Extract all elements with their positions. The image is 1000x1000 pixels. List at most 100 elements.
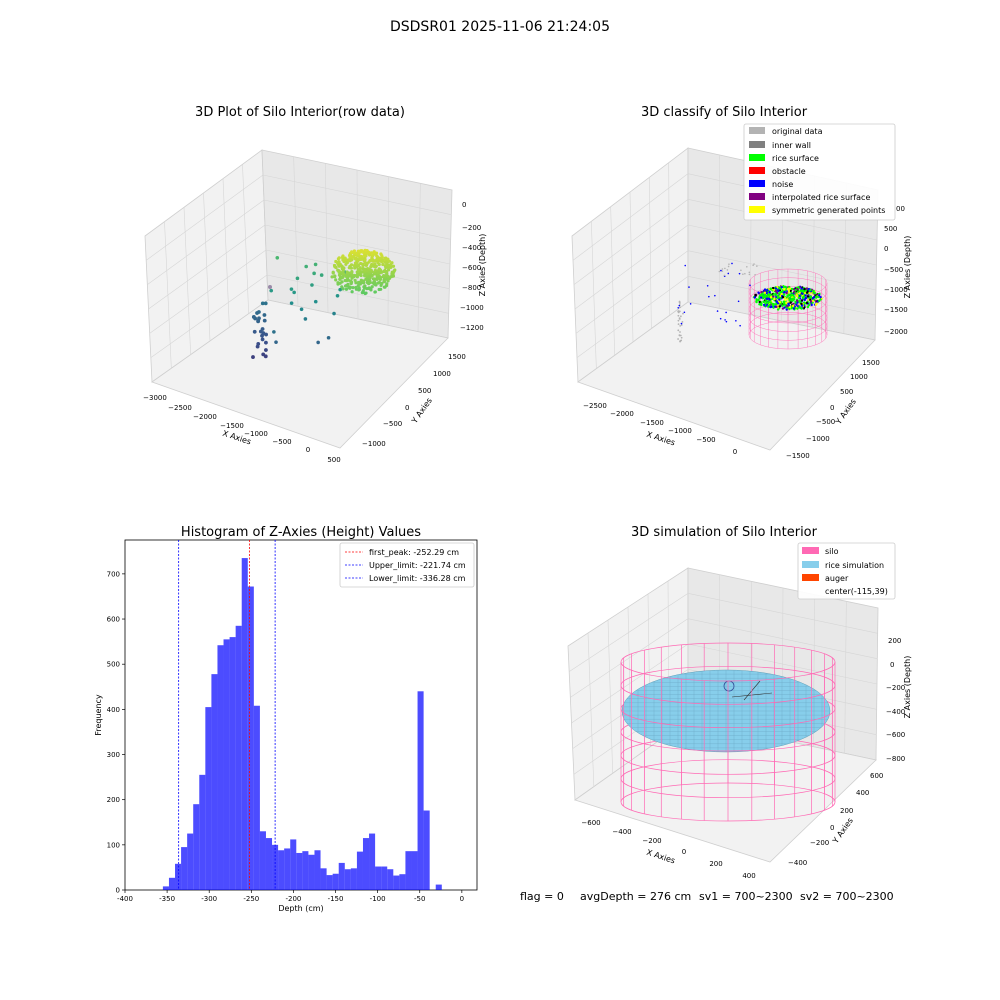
surface-point bbox=[773, 297, 776, 301]
raw-y-label: Y Axies bbox=[409, 396, 434, 426]
cls-y-tick: 1500 bbox=[862, 359, 880, 367]
surface-point bbox=[761, 294, 764, 298]
data-point bbox=[292, 290, 296, 295]
data-point bbox=[326, 335, 331, 340]
raw-y-tick: −1000 bbox=[362, 440, 386, 448]
original-point bbox=[679, 315, 682, 318]
raw-x-tick: −500 bbox=[272, 438, 291, 446]
surface-point bbox=[763, 291, 767, 295]
histogram-bar bbox=[399, 874, 406, 890]
original-point bbox=[748, 271, 751, 274]
noise-point bbox=[688, 286, 690, 288]
surface-point bbox=[809, 288, 812, 292]
surface-point bbox=[765, 297, 769, 300]
surface-point bbox=[775, 305, 778, 308]
surface-point bbox=[774, 287, 778, 290]
x-tick-label: 0 bbox=[460, 895, 464, 903]
noise-point bbox=[689, 303, 692, 305]
surface-point bbox=[800, 287, 803, 290]
surface-point bbox=[788, 307, 791, 311]
data-point bbox=[350, 276, 354, 280]
classify-3d-y-ticks: −1500 −1000 −500 0 500 1000 1500 bbox=[786, 359, 880, 460]
raw-y-tick: 0 bbox=[405, 404, 409, 412]
noise-point bbox=[708, 295, 710, 298]
surface-point bbox=[797, 290, 800, 293]
histogram-bar bbox=[362, 838, 370, 890]
data-point bbox=[331, 271, 335, 275]
legend-label: original data bbox=[772, 127, 823, 136]
surface-point bbox=[805, 287, 808, 290]
raw-x-tick: −2000 bbox=[193, 413, 217, 421]
surface-point bbox=[782, 300, 786, 303]
data-point bbox=[347, 266, 351, 270]
data-point bbox=[344, 287, 349, 291]
data-point bbox=[393, 268, 397, 272]
raw-x-tick: 0 bbox=[306, 446, 310, 454]
data-point bbox=[365, 272, 369, 276]
raw-z-tick: −1000 bbox=[460, 304, 484, 312]
histogram-bar bbox=[229, 637, 236, 890]
surface-point bbox=[762, 303, 766, 307]
surface-point bbox=[779, 290, 782, 294]
histogram-bars bbox=[162, 558, 442, 890]
original-point bbox=[726, 269, 729, 271]
data-point bbox=[337, 256, 341, 260]
data-point bbox=[368, 258, 372, 263]
footer-stats: flag = 0 avgDepth = 276 cm sv1 = 700~230… bbox=[520, 890, 894, 903]
surface-point bbox=[797, 296, 801, 300]
surface-point bbox=[768, 298, 771, 301]
legend-label: noise bbox=[772, 180, 793, 189]
surface-point bbox=[814, 299, 818, 303]
original-point bbox=[724, 267, 726, 270]
histogram-bar bbox=[205, 707, 212, 890]
surface-point bbox=[758, 303, 761, 306]
surface-point bbox=[774, 303, 778, 306]
surface-point bbox=[772, 295, 775, 298]
surface-point bbox=[796, 307, 799, 310]
surface-point bbox=[792, 307, 796, 310]
surface-point bbox=[806, 305, 809, 308]
legend-swatch-inner-wall bbox=[749, 141, 765, 148]
surface-point bbox=[790, 287, 794, 291]
histogram-bar bbox=[162, 886, 169, 890]
surface-point bbox=[774, 289, 777, 293]
surface-point bbox=[769, 293, 772, 296]
noise-point bbox=[724, 319, 726, 321]
raw-z-tick: −1200 bbox=[460, 324, 484, 332]
data-point bbox=[387, 259, 392, 263]
surface-point bbox=[786, 298, 789, 301]
data-point bbox=[258, 329, 263, 334]
x-tick-label: -50 bbox=[414, 895, 425, 903]
raw-y-tick: −500 bbox=[383, 420, 402, 428]
panel-histogram: Histogram of Z-Axies (Height) Values -40… bbox=[94, 525, 478, 913]
classify-3d-x-ticks: −2500 −2000 −1500 −1000 −500 0 bbox=[583, 402, 737, 456]
data-point bbox=[299, 307, 304, 312]
legend-swatch-symmetric bbox=[749, 206, 765, 213]
x-tick-label: -250 bbox=[243, 895, 259, 903]
surface-point bbox=[781, 295, 785, 299]
data-point bbox=[350, 250, 354, 254]
histogram-bar bbox=[259, 831, 266, 890]
surface-point bbox=[814, 303, 818, 306]
histogram-bar bbox=[284, 848, 291, 890]
surface-point bbox=[789, 298, 792, 302]
original-point bbox=[679, 324, 682, 327]
cls-y-tick: 0 bbox=[830, 404, 834, 412]
surface-point bbox=[808, 292, 811, 295]
noise-point bbox=[737, 300, 740, 303]
data-point bbox=[361, 279, 366, 283]
data-point bbox=[334, 259, 338, 264]
cls-y-tick: 500 bbox=[840, 388, 853, 396]
original-point bbox=[679, 334, 682, 337]
data-point bbox=[350, 290, 354, 294]
histogram-bar bbox=[181, 847, 188, 890]
data-point bbox=[387, 263, 391, 268]
data-point bbox=[268, 285, 272, 289]
data-point bbox=[347, 274, 352, 278]
y-tick-label: 600 bbox=[107, 616, 120, 624]
data-point bbox=[304, 264, 308, 269]
data-point bbox=[376, 259, 380, 263]
legend-swatch-noise bbox=[749, 180, 765, 187]
noise-point bbox=[677, 306, 680, 309]
data-point bbox=[336, 281, 340, 285]
